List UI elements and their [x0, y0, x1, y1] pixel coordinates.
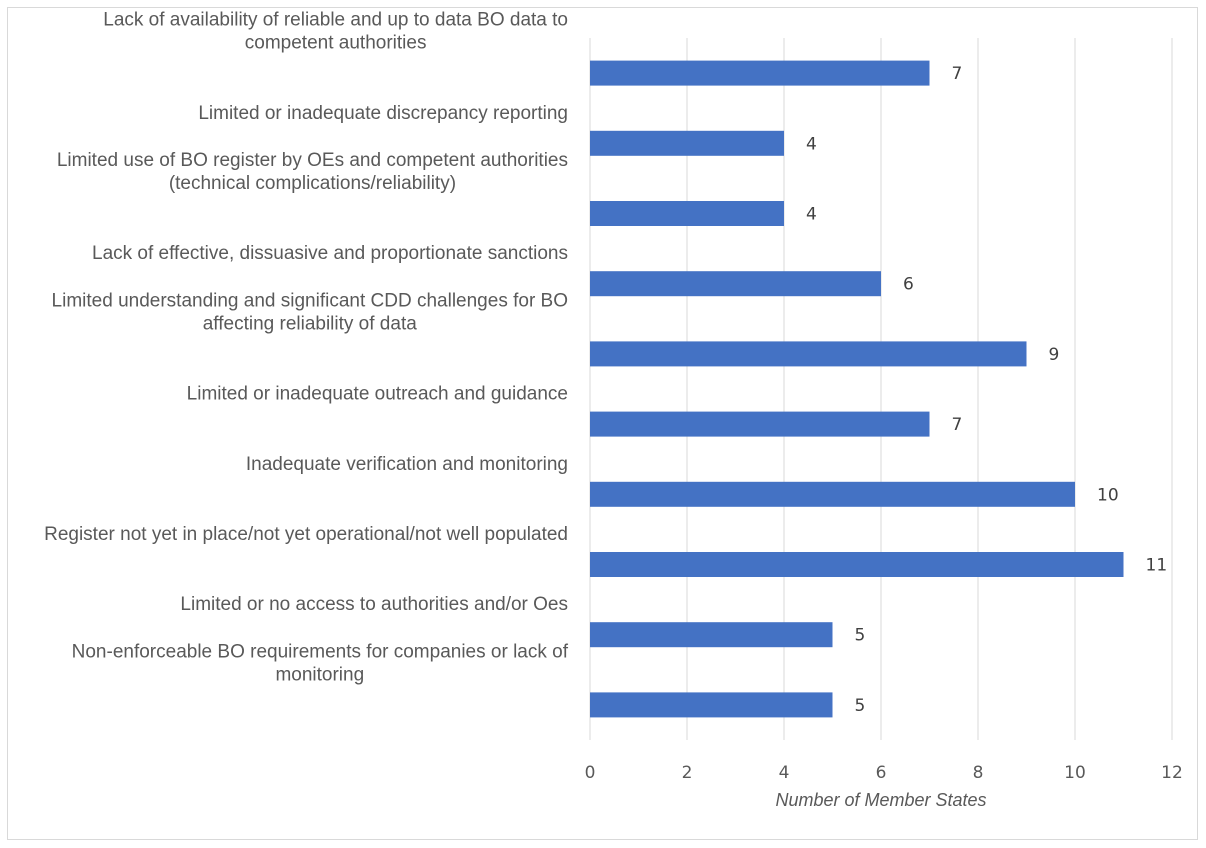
- data-label: 5: [855, 696, 866, 716]
- bar: [590, 60, 930, 86]
- data-label: 4: [806, 134, 817, 154]
- category-label: Non-enforceable BO requirements for comp…: [72, 641, 569, 662]
- data-labels: 7 4 4 6 9 7 10 11 5 5: [806, 64, 1167, 716]
- category-label: Limited or inadequate discrepancy report…: [198, 103, 568, 124]
- x-tick-label: 6: [876, 763, 887, 783]
- bar: [590, 552, 1124, 577]
- category-label: Lack of availability of reliable and up …: [103, 10, 568, 31]
- bar: [590, 622, 833, 648]
- data-label: 4: [806, 205, 817, 225]
- bar: [590, 130, 784, 156]
- bars: [590, 60, 1124, 718]
- bar: [590, 481, 1075, 507]
- category-label: Inadequate verification and monitoring: [246, 454, 568, 475]
- data-label: 7: [952, 415, 963, 435]
- category-label: competent authorities: [245, 33, 427, 54]
- data-label: 6: [903, 275, 914, 295]
- category-label: Limited use of BO register by OEs and co…: [57, 150, 568, 171]
- category-labels: Lack of availability of reliable and up …: [44, 10, 569, 686]
- data-label: 10: [1097, 485, 1119, 505]
- bar: [590, 201, 784, 226]
- x-tick-label: 12: [1161, 763, 1183, 783]
- x-tick-label: 8: [973, 763, 984, 783]
- category-label: monitoring: [275, 664, 364, 685]
- x-axis-title: Number of Member States: [775, 790, 986, 810]
- bar: [590, 341, 1027, 367]
- data-label: 9: [1049, 345, 1060, 365]
- category-label: Lack of effective, dissuasive and propor…: [92, 243, 568, 264]
- category-label: Register not yet in place/not yet operat…: [44, 524, 568, 545]
- bar: [590, 692, 833, 718]
- bar: [590, 411, 930, 437]
- category-label: Limited or no access to authorities and/…: [180, 594, 568, 615]
- x-tick-label: 0: [585, 763, 596, 783]
- x-tick-label: 2: [682, 763, 693, 783]
- bar: [590, 271, 881, 297]
- category-label: Limited understanding and significant CD…: [52, 290, 568, 311]
- category-label: (technical complications/reliability): [169, 173, 456, 194]
- data-label: 11: [1146, 556, 1168, 576]
- x-tick-label: 10: [1064, 763, 1086, 783]
- category-label: affecting reliability of data: [203, 313, 417, 334]
- category-label: Limited or inadequate outreach and guida…: [187, 384, 568, 405]
- x-axis-ticks: 0 2 4 6 8 10 12: [585, 763, 1183, 783]
- data-label: 5: [855, 626, 866, 646]
- data-label: 7: [952, 64, 963, 84]
- x-tick-label: 4: [779, 763, 790, 783]
